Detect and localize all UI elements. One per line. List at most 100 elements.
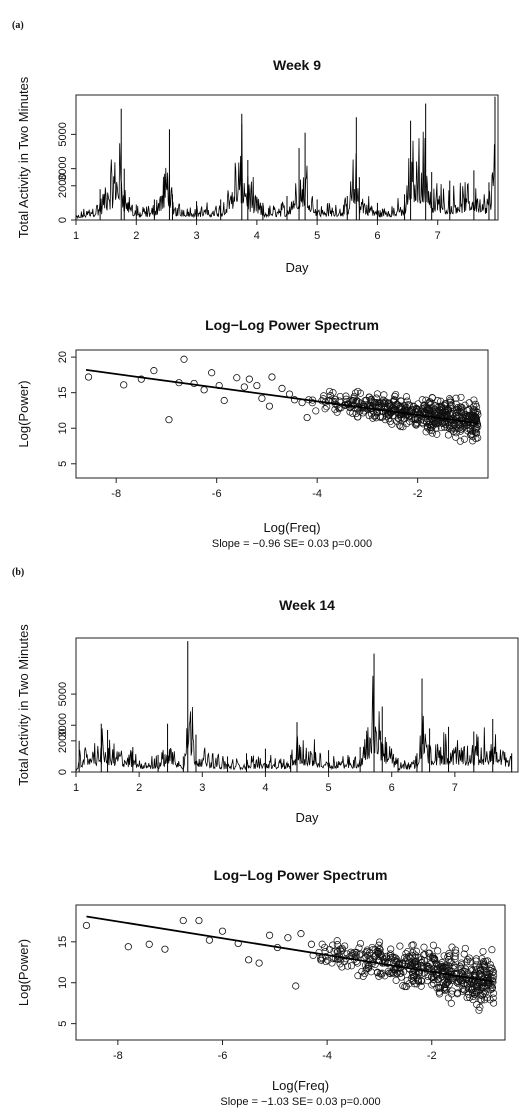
scatter-point xyxy=(467,431,475,439)
scatter-point xyxy=(342,392,350,400)
scatter-point xyxy=(486,996,494,1004)
y-tick-label: 0 xyxy=(57,769,69,775)
scatter-point xyxy=(335,405,343,413)
scatter-point xyxy=(322,953,330,961)
scatter-point xyxy=(360,402,368,410)
scatter-point xyxy=(317,956,325,964)
scatter-point xyxy=(245,956,253,964)
scatter-point xyxy=(488,964,496,973)
scatter-point xyxy=(474,434,482,442)
chart-title: Log−Log Power Spectrum xyxy=(205,317,379,333)
scatter-point xyxy=(425,399,433,407)
scatter-point xyxy=(429,941,437,949)
scatter-point xyxy=(426,426,434,434)
scatter-point xyxy=(425,420,433,429)
plot-frame xyxy=(75,349,489,479)
x-tick-label: 2 xyxy=(136,782,142,794)
y-tick-label: 10 xyxy=(57,977,69,989)
scatter-point xyxy=(461,965,470,973)
scatter-point xyxy=(455,424,463,432)
scatter-point xyxy=(356,939,365,948)
x-tick-label: 3 xyxy=(199,782,205,794)
scatter-point xyxy=(321,405,329,413)
scatter-point xyxy=(486,967,494,975)
scatter-point xyxy=(444,431,452,439)
scatter-point xyxy=(200,386,208,394)
scatter-point xyxy=(329,389,337,397)
scatter-point xyxy=(472,425,480,433)
x-tick-label: 7 xyxy=(452,782,458,794)
scatter-point xyxy=(486,986,494,994)
regression-line xyxy=(85,369,479,425)
scatter-point xyxy=(354,387,362,395)
y-tick-label: 0 xyxy=(57,217,69,223)
scatter-point xyxy=(376,413,384,421)
scatter-point xyxy=(436,990,444,998)
scatter-point xyxy=(391,392,399,400)
y-tick-label: 5 xyxy=(57,461,69,467)
scatter-point xyxy=(84,373,93,381)
scatter-point xyxy=(446,396,455,404)
scatter-point xyxy=(218,927,227,935)
scatter-point xyxy=(179,916,187,925)
scatter-point xyxy=(402,949,410,958)
scatter-point xyxy=(412,947,420,955)
scatter-point xyxy=(326,945,334,953)
scatter-point xyxy=(471,963,479,971)
scatter-point xyxy=(265,402,274,410)
scatter-point xyxy=(453,424,461,432)
scatter-point xyxy=(353,413,362,421)
scatter-point xyxy=(484,979,492,987)
scatter-point xyxy=(409,949,417,957)
scatter-point xyxy=(292,982,300,990)
scatter-point xyxy=(457,415,465,423)
x-tick-label: -4 xyxy=(322,1050,332,1062)
scatter-point xyxy=(420,943,428,951)
panel-label: (a) xyxy=(12,20,24,31)
scatter-point xyxy=(396,942,404,950)
scatter-point xyxy=(220,396,228,405)
scatter-point xyxy=(451,955,459,963)
scatter-point xyxy=(233,374,241,382)
chart-2: Log−Log Power Spectrum -8 -6 -4 -2 5 10 15 20 Log… xyxy=(16,317,489,550)
scatter-point xyxy=(399,982,407,990)
scatter-point xyxy=(465,412,473,420)
scatter-point xyxy=(488,985,496,993)
scatter-point xyxy=(351,950,359,958)
x-tick-label: -4 xyxy=(312,488,322,500)
regression-line xyxy=(86,915,495,983)
scatter-point xyxy=(268,373,276,381)
scatter-point xyxy=(407,974,415,982)
scatter-point xyxy=(478,971,486,980)
x-tick-label: 3 xyxy=(194,230,200,242)
scatter-point xyxy=(343,950,351,958)
y-tick-label: 3000 xyxy=(57,156,69,180)
scatter-point xyxy=(436,405,444,413)
scatter-point xyxy=(377,971,386,979)
scatter-point xyxy=(397,423,405,431)
scatter-point xyxy=(137,375,145,383)
y-axis-label: Log(Power) xyxy=(16,939,31,1006)
scatter-point xyxy=(446,404,454,412)
scatter-point xyxy=(490,971,498,980)
y-axis-label: Total Activity in Two Minutes xyxy=(16,624,31,786)
scatter-point xyxy=(397,411,405,419)
scatter-point xyxy=(410,416,418,424)
activity-trace xyxy=(75,675,513,772)
scatter-point xyxy=(481,996,489,1004)
scatter-point xyxy=(469,989,477,997)
scatter-point xyxy=(460,950,468,958)
scatter-point xyxy=(461,401,469,409)
scatter-point xyxy=(326,387,334,395)
x-tick-label: 6 xyxy=(374,230,380,242)
x-tick-label: -2 xyxy=(413,488,423,500)
scatter-point xyxy=(434,947,442,955)
scatter-point xyxy=(447,999,455,1007)
y-tick-label: 3000 xyxy=(57,713,69,737)
scatter-point xyxy=(336,392,344,401)
scatter-point xyxy=(396,969,404,977)
chart-title: Week 14 xyxy=(279,597,335,613)
scatter-point xyxy=(375,941,383,949)
y-tick-label: 5000 xyxy=(57,682,69,706)
